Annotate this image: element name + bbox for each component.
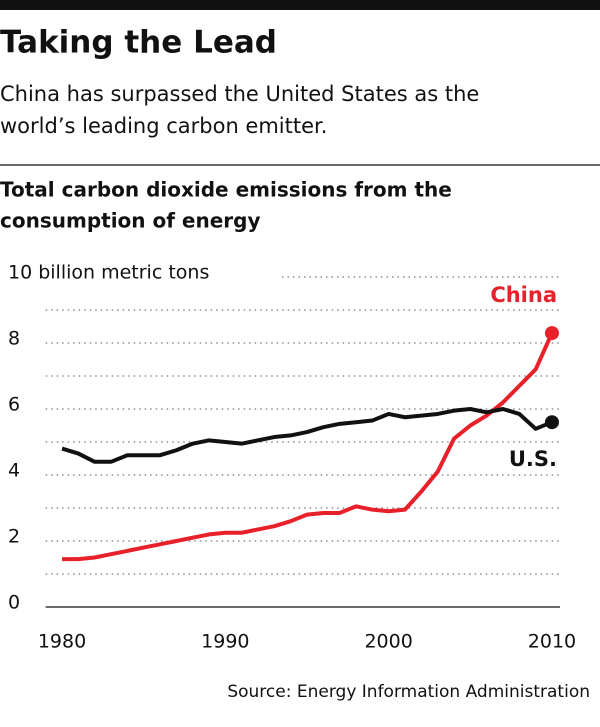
source: Source: Energy Information Administratio… [227,682,590,702]
subtitle: China has surpassed the United States as… [0,82,479,106]
series-label: U.S. [509,447,557,471]
subtitle: world’s leading carbon emitter. [0,114,327,138]
chart-title: Taking the Lead [0,25,277,61]
series-line [62,332,554,562]
x-tick-label: 2010 [528,631,576,653]
y-tick-label: 8 [8,328,20,350]
end-dot [544,326,559,341]
series-label: China [490,283,557,307]
y-tick-label: 10 billion metric tons [8,262,209,284]
y-tick-label: 6 [8,394,20,416]
y-tick-label: 0 [8,592,20,614]
top-bar [0,0,600,10]
series-line [61,407,553,464]
chart-subtitle: consumption of energy [0,209,260,233]
x-tick-label: 1980 [38,631,86,653]
y-tick-label: 4 [8,460,20,482]
x-tick-label: 2000 [364,631,412,653]
y-tick-label: 2 [8,526,20,548]
x-tick-label: 1990 [201,631,249,653]
chart-subtitle: Total carbon dioxide emissions from the [0,178,452,202]
end-dot [544,415,559,430]
